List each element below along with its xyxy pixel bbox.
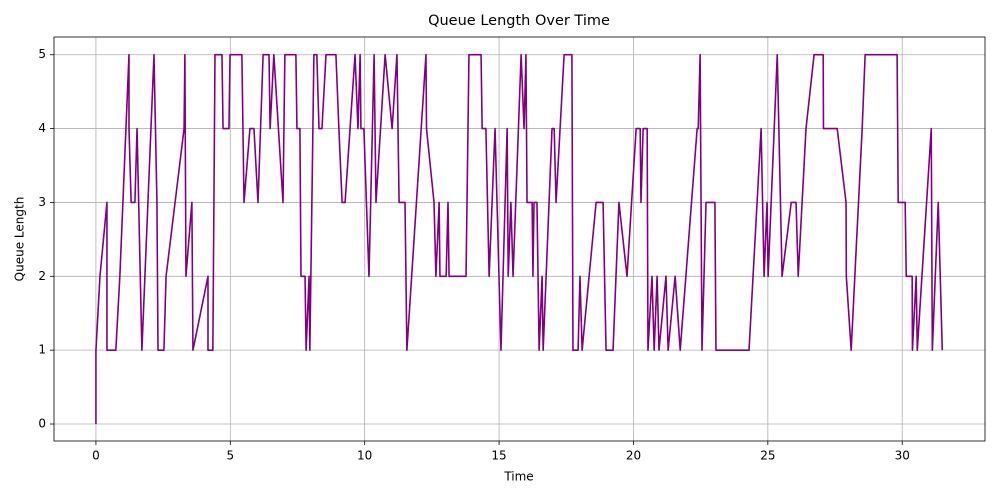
x-tick-label: 10 xyxy=(357,449,372,463)
y-tick-label: 0 xyxy=(38,417,46,431)
y-tick-label: 1 xyxy=(38,343,46,357)
y-tick-label: 3 xyxy=(38,195,46,209)
y-axis-label: Queue Length xyxy=(13,197,27,282)
y-tick-label: 4 xyxy=(38,121,46,135)
chart-title: Queue Length Over Time xyxy=(428,13,610,29)
x-tick-label: 30 xyxy=(895,449,910,463)
x-tick-label: 0 xyxy=(92,449,100,463)
x-tick-label: 25 xyxy=(760,449,775,463)
data-line xyxy=(95,53,944,425)
x-tick-label: 5 xyxy=(226,449,234,463)
plot-frame xyxy=(53,36,986,442)
x-tick-label: 20 xyxy=(626,449,641,463)
y-tick-label: 2 xyxy=(38,269,46,283)
x-axis-label: Time xyxy=(503,470,533,484)
x-tick-label: 15 xyxy=(491,449,506,463)
y-tick-label: 5 xyxy=(38,47,46,61)
